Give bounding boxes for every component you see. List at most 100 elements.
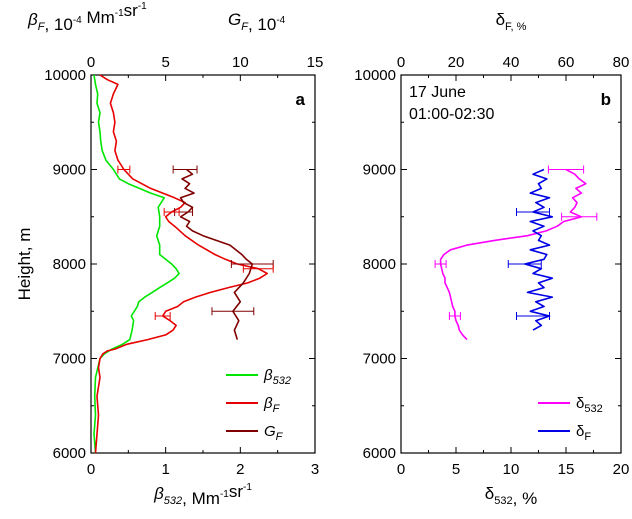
error-bar [211,307,255,316]
x-bottom-tick-label: 0 [397,461,405,478]
label-part: , 10 [44,15,72,34]
label-part: 532 [494,495,512,507]
legend-label: β532 [263,367,291,387]
legend-entry: δF [538,423,591,443]
label-part: β [153,484,164,503]
x-bottom-axis-label: β532, Mm-1sr-1 [153,482,252,508]
x-bottom-tick-label: 0 [87,461,95,478]
error-bar [547,165,585,174]
legend-label: βF [263,395,281,415]
y-tick-label: 6000 [363,445,396,462]
legend-label-main: β [263,367,273,384]
error-bar [561,212,598,221]
label-part: F [38,21,46,33]
error-bar [242,264,274,273]
panel-letter: b [601,90,611,109]
label-part: -4 [73,15,82,26]
annotation-line: 17 June [409,84,466,101]
label-part: , 10 [248,15,276,34]
series-line-F [179,168,254,340]
label-part: , Mm [182,489,220,508]
x-top-tick-label: 10 [232,54,249,71]
y-axis-label: Height, m [15,228,34,301]
label-part: -1 [115,8,124,19]
x-top-tick-label: 20 [448,54,465,71]
label-part: -1 [220,489,229,500]
y-tick-label: 8000 [363,256,396,273]
legend-label-sub: 532 [584,403,602,415]
label-part: sr [124,1,139,20]
legend-label-main: δ [576,423,584,440]
x-top-tick-label: 80 [613,54,630,71]
x-top-tick-label: 60 [558,54,575,71]
x-bottom-tick-label: 10 [503,461,520,478]
x-bottom-axis-label: δ532, % [485,484,537,508]
legend-label-main: β [263,395,273,412]
x-top-tick-label: 0 [397,54,405,71]
label-part: sr [229,482,244,501]
error-bar [516,311,550,320]
label-part: -1 [243,482,252,493]
label-part: F, % [505,21,527,33]
error-bar [516,208,550,217]
legend-label: GF [264,423,284,443]
x-top-tick-label: 0 [87,54,95,71]
x-top-axis-label-beta: βF, 10-4 Mm-1sr-1 [27,1,147,34]
legend-label-sub: F [584,431,591,443]
y-tick-label: 7000 [53,351,86,368]
legend-label-sub: F [276,431,284,443]
x-bottom-tick-label: 2 [236,461,244,478]
legend-label-sub: 532 [273,375,291,387]
x-bottom-tick-label: 20 [613,461,630,478]
series-line-F [524,168,554,331]
label-part: G [228,10,241,29]
legend-label-sub: F [273,403,281,415]
legend-label-main: G [264,423,276,440]
legend-label: δ532 [576,395,603,415]
label-part: β [27,10,38,29]
x-top-tick-label: 40 [503,54,520,71]
y-tick-label: 8000 [53,256,86,273]
label-part: Mm [82,8,115,27]
series-line-532 [439,168,587,341]
x-bottom-tick-label: 3 [311,461,319,478]
y-tick-label: 10000 [354,67,396,84]
error-bar [163,208,180,217]
error-bar [434,260,447,268]
x-bottom-tick-label: 15 [558,461,575,478]
series-line-532 [93,74,180,454]
x-bottom-tick-label: 5 [452,461,460,478]
x-top-tick-label: 5 [161,54,169,71]
error-bar [117,165,131,174]
y-tick-label: 9000 [363,162,396,179]
x-top-tick-label: 15 [307,54,324,71]
error-bar [154,311,171,320]
legend-entry: δ532 [538,395,603,415]
label-part: F [241,21,249,33]
legend-label-main: δ [576,395,584,412]
plot-frame [90,74,316,454]
panel-letter: a [296,90,306,109]
error-bar [507,260,542,268]
legend-label: δF [576,423,591,443]
legend-entry: β532 [226,367,291,387]
y-tick-label: 7000 [363,351,396,368]
y-tick-label: 6000 [53,445,86,462]
error-bar [448,311,461,320]
y-tick-label: 9000 [53,162,86,179]
label-part: , % [513,489,538,508]
label-part: -1 [138,1,147,12]
label-part: δ [496,10,505,29]
annotation-line: 01:00-02:30 [409,106,495,123]
legend-entry: βF [226,395,281,415]
x-top-axis-label-g: GF, 10-4 [228,10,286,34]
y-tick-label: 10000 [44,67,86,84]
legend-entry: GF [226,423,284,443]
x-top-axis-label: δF, % [496,10,527,33]
label-part: δ [485,484,494,503]
label-part: 532 [164,495,182,507]
error-bar [172,165,198,174]
